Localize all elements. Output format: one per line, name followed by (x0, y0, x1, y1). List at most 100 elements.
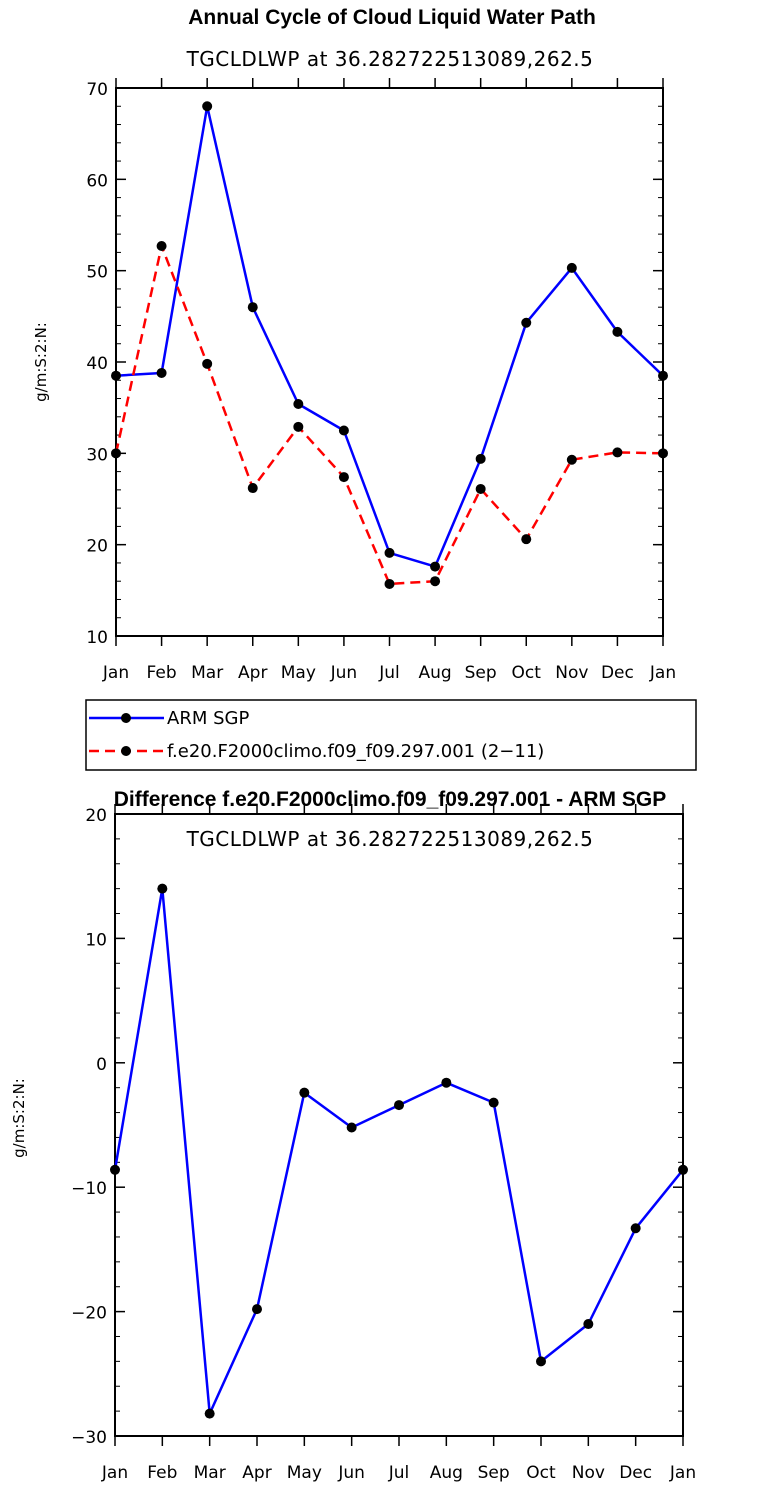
x-tick-label: Jan (102, 663, 129, 683)
x-tick-label: Jan (669, 1463, 696, 1483)
data-point (247, 483, 258, 494)
data-point (521, 534, 532, 545)
x-tick-label: Jul (378, 663, 400, 683)
data-point (346, 1122, 357, 1133)
data-point (612, 447, 623, 458)
legend-label-model: f.e20.F2000climo.f09_f09.297.001 (2−11) (167, 741, 544, 762)
data-point (430, 576, 441, 587)
data-point (156, 367, 167, 378)
y-tick-label: −20 (71, 1304, 107, 1324)
series-line-0 (113, 887, 684, 1415)
plot-frame (114, 813, 684, 1437)
x-tick-label: Nov (555, 663, 588, 683)
data-point (293, 399, 304, 410)
x-tick-label: Jul (388, 1463, 410, 1483)
y-tick-label: 20 (85, 806, 107, 826)
x-tick-label: Feb (147, 1463, 177, 1483)
y-tick-label: 40 (86, 354, 108, 374)
data-point (202, 101, 213, 112)
x-tick-label: Mar (191, 663, 223, 683)
y-tick-label: 20 (86, 537, 108, 557)
x-tick-label: Oct (526, 1463, 556, 1483)
chart-title: Difference f.e20.F2000climo.f09_f09.297.… (114, 788, 666, 811)
data-point (475, 483, 486, 494)
series-line-1 (114, 244, 664, 586)
y-tick-label: −10 (71, 1179, 107, 1199)
data-point (110, 1164, 120, 1175)
x-tick-label: Nov (572, 1463, 605, 1483)
data-point (658, 370, 668, 381)
x-tick-label: Feb (147, 663, 177, 683)
data-point (583, 1319, 594, 1330)
data-point (156, 241, 167, 252)
x-tick-label: Apr (238, 663, 267, 683)
x-tick-label: Oct (512, 663, 542, 683)
x-tick-label: Jan (101, 1463, 128, 1483)
x-tick-label: Jun (330, 663, 358, 683)
legend-marker-arm (121, 713, 131, 723)
legend-marker-model (121, 746, 131, 756)
data-point (536, 1356, 546, 1367)
series-layer (111, 101, 668, 589)
data-point (252, 1304, 262, 1315)
y-tick-label: 30 (86, 445, 108, 465)
x-tick-label: Jan (649, 663, 676, 683)
data-point (111, 370, 121, 381)
data-point (111, 448, 121, 459)
y-axis-label: g/m:S:2:N: (10, 1078, 28, 1158)
difference-chart: Difference f.e20.F2000climo.f09_f09.297.… (10, 788, 696, 1483)
x-tick-label: Mar (194, 1463, 226, 1483)
data-point (430, 561, 441, 572)
x-tick-label: May (287, 1463, 322, 1483)
x-tick-label: Dec (619, 1463, 652, 1483)
series-layer (110, 883, 688, 1419)
data-point (441, 1077, 452, 1088)
data-point (247, 302, 258, 313)
axes-layer: 10 20 30 40 50 60 70 Jan Feb Mar Apr May Jun Jul Aug Se… (86, 78, 676, 683)
data-point (384, 578, 395, 589)
data-point (566, 454, 577, 465)
data-point (202, 358, 213, 369)
data-point (293, 421, 304, 432)
legend: ARM SGP f.e20.F2000climo.f09_f09.297.001… (85, 699, 697, 771)
axes-layer: −30 −20 −10 0 10 20 Jan Feb Mar Apr May Jun Jul Aug Se… (71, 804, 696, 1483)
x-tick-label: Dec (601, 663, 634, 683)
data-point (612, 326, 623, 337)
annual-cycle-chart: Annual Cycle of Cloud Liquid Water Path … (32, 6, 676, 683)
legend-label-arm: ARM SGP (167, 708, 249, 729)
chart-subtitle: TGCLDLWP at 36.282722513089,262.5 (186, 47, 594, 71)
x-tick-label: Aug (430, 1463, 463, 1483)
data-point (678, 1164, 688, 1175)
y-tick-label: 50 (86, 263, 108, 283)
x-tick-label: Jun (337, 1463, 365, 1483)
y-tick-label: 70 (86, 80, 108, 100)
y-tick-label: −30 (71, 1428, 107, 1448)
chart-title: Annual Cycle of Cloud Liquid Water Path (188, 6, 596, 29)
data-point (157, 883, 168, 894)
y-tick-label: 10 (85, 930, 107, 950)
x-tick-label: Aug (418, 663, 451, 683)
data-point (566, 262, 577, 273)
y-tick-label: 0 (96, 1055, 107, 1075)
y-axis-label: g/m:S:2:N: (32, 322, 50, 402)
y-tick-label: 10 (86, 628, 108, 648)
data-point (488, 1097, 499, 1108)
chart-subtitle: TGCLDLWP at 36.282722513089,262.5 (186, 827, 594, 851)
data-point (299, 1087, 310, 1098)
data-point (658, 448, 668, 459)
x-tick-label: Sep (478, 1463, 510, 1483)
data-point (475, 453, 486, 464)
x-tick-label: Sep (465, 663, 497, 683)
data-point (384, 547, 395, 558)
data-point (394, 1100, 404, 1111)
data-point (630, 1223, 641, 1234)
data-point (338, 472, 349, 483)
y-tick-label: 60 (86, 171, 108, 191)
x-tick-label: May (281, 663, 316, 683)
data-point (204, 1408, 215, 1419)
data-point (521, 317, 532, 328)
series-line-0 (115, 105, 664, 568)
legend-box (85, 699, 697, 771)
x-tick-label: Apr (242, 1463, 271, 1483)
